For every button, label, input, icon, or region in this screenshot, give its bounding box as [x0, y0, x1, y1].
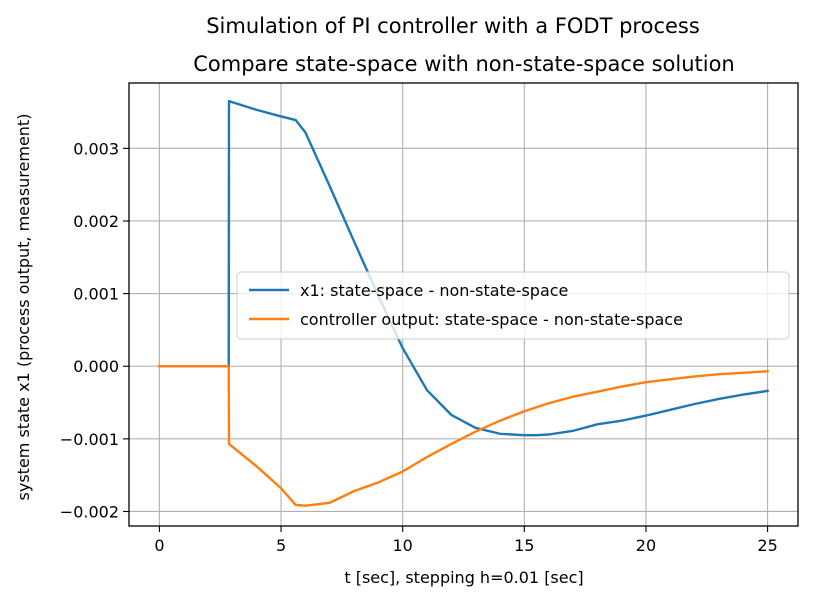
legend-box [236, 271, 790, 340]
figure-suptitle: Simulation of PI controller with a FODT … [206, 14, 700, 38]
x-axis-ticks: 0 5 10 15 20 25 [154, 526, 778, 555]
x-tick-label: 20 [636, 536, 656, 555]
y-axis-label: system state x1 (process output, measure… [14, 114, 33, 501]
y-axis-ticks: −0.002 −0.001 0.000 0.001 0.002 0.003 [60, 139, 129, 521]
y-tick-label: 0.003 [73, 139, 119, 158]
x-tick-label: 15 [514, 536, 534, 555]
legend: x1: state-space - non-state-space contro… [236, 271, 790, 340]
legend-label-controller-output: controller output: state-space - non-sta… [300, 310, 683, 329]
y-tick-label: 0.000 [73, 357, 119, 376]
y-tick-label: −0.002 [60, 502, 119, 521]
x-tick-label: 0 [154, 536, 164, 555]
y-tick-label: −0.001 [60, 430, 119, 449]
legend-label-x1: x1: state-space - non-state-space [300, 281, 568, 300]
series-line-controller-output [158, 365, 769, 507]
series-line-x1 [158, 99, 769, 437]
x-tick-label: 25 [757, 536, 777, 555]
y-tick-label: 0.002 [73, 212, 119, 231]
axes-frame [128, 82, 799, 527]
x-tick-label: 10 [393, 536, 413, 555]
x-axis-label: t [sec], stepping h=0.01 [sec] [344, 568, 583, 587]
plot-area [158, 99, 769, 507]
chart-title: Compare state-space with non-state-space… [193, 52, 734, 76]
y-tick-label: 0.001 [73, 285, 119, 304]
x-tick-label: 5 [276, 536, 286, 555]
